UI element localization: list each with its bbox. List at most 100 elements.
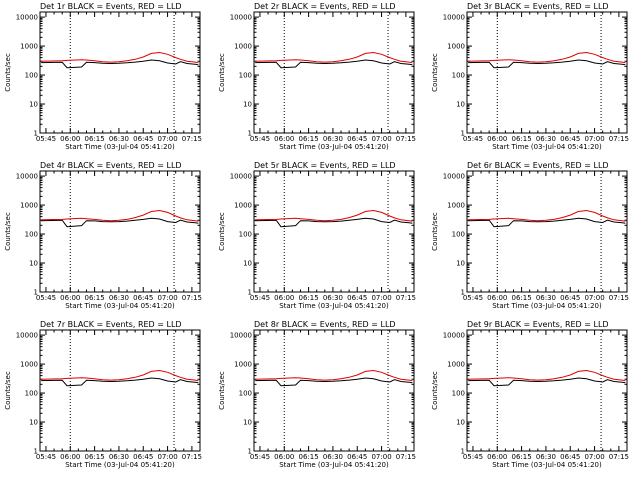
y-axis-label: Counts/sec bbox=[218, 212, 226, 251]
y-tick-label: 10000 bbox=[230, 173, 252, 181]
x-tick-label: 06:15 bbox=[512, 135, 532, 143]
y-tick-label: 1 bbox=[34, 289, 38, 297]
x-tick-label: 06:30 bbox=[323, 294, 343, 302]
y-tick-label: 100 bbox=[25, 390, 38, 398]
y-tick-label: 10000 bbox=[16, 173, 38, 181]
events-series-line bbox=[468, 377, 626, 387]
y-tick-label: 10 bbox=[243, 101, 252, 109]
lld-series-line bbox=[255, 369, 413, 382]
x-tick-label: 06:30 bbox=[109, 135, 129, 143]
y-tick-label: 1000 bbox=[447, 361, 465, 369]
y-tick-label: 1 bbox=[248, 448, 252, 456]
y-tick-label: 10 bbox=[456, 419, 465, 427]
x-tick-label: 06:00 bbox=[274, 453, 294, 461]
panel-title: Det 4r BLACK = Events, RED = LLD bbox=[40, 161, 182, 170]
panel-title: Det 2r BLACK = Events, RED = LLD bbox=[254, 2, 396, 11]
x-axis-label: Start Time (03-Jul-04 05:41:20) bbox=[492, 302, 602, 310]
x-tick-label: 06:45 bbox=[133, 135, 153, 143]
y-tick-label: 1000 bbox=[20, 361, 38, 369]
x-tick-label: 07:15 bbox=[396, 135, 416, 143]
y-axis-label: Counts/sec bbox=[431, 371, 439, 410]
y-tick-label: 100 bbox=[25, 72, 38, 80]
events-series-line bbox=[468, 217, 626, 228]
x-axis-label: Start Time (03-Jul-04 05:41:20) bbox=[279, 143, 389, 151]
x-tick-label: 06:30 bbox=[109, 453, 129, 461]
x-tick-label: 06:45 bbox=[560, 453, 580, 461]
chart-panel-7: Det 7r BLACK = Events, RED = LLD 1 10 100 10… bbox=[4, 320, 202, 469]
x-tick-label: 07:00 bbox=[157, 294, 177, 302]
lld-series-line bbox=[41, 369, 199, 382]
plot-frame bbox=[253, 11, 415, 134]
y-tick-label: 10 bbox=[29, 260, 38, 268]
y-axis-label: Counts/sec bbox=[431, 212, 439, 251]
x-tick-label: 06:15 bbox=[299, 135, 319, 143]
lld-series-line bbox=[255, 209, 413, 222]
y-tick-label: 1000 bbox=[20, 43, 38, 51]
lld-series-line bbox=[468, 369, 626, 382]
y-tick-label: 100 bbox=[452, 390, 465, 398]
panel-title: Det 6r BLACK = Events, RED = LLD bbox=[467, 161, 609, 170]
x-tick-label: 06:00 bbox=[60, 294, 80, 302]
plot-frame bbox=[253, 170, 415, 293]
events-series-line bbox=[255, 217, 413, 228]
y-tick-label: 10000 bbox=[443, 332, 465, 340]
x-tick-label: 07:15 bbox=[609, 453, 629, 461]
x-tick-label: 06:00 bbox=[274, 294, 294, 302]
plot-frame bbox=[39, 170, 201, 293]
chart-panel-4: Det 4r BLACK = Events, RED = LLD 1 10 100 10… bbox=[4, 161, 202, 310]
x-tick-label: 06:15 bbox=[512, 294, 532, 302]
x-tick-label: 06:15 bbox=[299, 294, 319, 302]
y-tick-label: 1000 bbox=[447, 202, 465, 210]
x-tick-label: 07:00 bbox=[157, 135, 177, 143]
y-axis-label: Counts/sec bbox=[218, 53, 226, 92]
x-tick-label: 06:45 bbox=[347, 294, 367, 302]
x-tick-label: 07:00 bbox=[371, 453, 391, 461]
x-axis-label: Start Time (03-Jul-04 05:41:20) bbox=[279, 461, 389, 469]
y-tick-label: 10000 bbox=[443, 14, 465, 22]
x-tick-label: 06:15 bbox=[85, 294, 105, 302]
chart-panel-2: Det 2r BLACK = Events, RED = LLD 1 10 100 10… bbox=[218, 2, 416, 151]
x-tick-label: 06:30 bbox=[109, 294, 129, 302]
y-tick-label: 1000 bbox=[234, 202, 252, 210]
y-axis-label: Counts/sec bbox=[431, 53, 439, 92]
x-tick-label: 07:15 bbox=[396, 294, 416, 302]
x-tick-label: 06:45 bbox=[133, 294, 153, 302]
x-tick-label: 06:15 bbox=[85, 135, 105, 143]
x-tick-label: 06:30 bbox=[323, 453, 343, 461]
x-tick-label: 07:15 bbox=[182, 135, 202, 143]
x-tick-label: 06:45 bbox=[133, 453, 153, 461]
y-axis-label: Counts/sec bbox=[4, 371, 12, 410]
y-tick-label: 100 bbox=[239, 72, 252, 80]
lld-series-line bbox=[255, 51, 413, 64]
plot-frame bbox=[253, 329, 415, 452]
y-tick-label: 1 bbox=[461, 130, 465, 138]
x-axis-label: Start Time (03-Jul-04 05:41:20) bbox=[65, 302, 175, 310]
x-tick-label: 06:30 bbox=[536, 135, 556, 143]
x-tick-label: 06:15 bbox=[85, 453, 105, 461]
x-tick-label: 06:00 bbox=[60, 135, 80, 143]
y-tick-label: 1000 bbox=[447, 43, 465, 51]
x-axis-label: Start Time (03-Jul-04 05:41:20) bbox=[492, 143, 602, 151]
x-axis-label: Start Time (03-Jul-04 05:41:20) bbox=[65, 143, 175, 151]
chart-panel-9: Det 9r BLACK = Events, RED = LLD 1 10 100 10… bbox=[431, 320, 629, 469]
events-series-line bbox=[468, 59, 626, 69]
y-tick-label: 10 bbox=[29, 419, 38, 427]
y-tick-label: 1 bbox=[248, 130, 252, 138]
chart-panel-5: Det 5r BLACK = Events, RED = LLD 1 10 100 10… bbox=[218, 161, 416, 310]
x-tick-label: 07:15 bbox=[396, 453, 416, 461]
chart-panel-1: Det 1r BLACK = Events, RED = LLD 1 10 100 10… bbox=[4, 2, 202, 151]
panel-title: Det 5r BLACK = Events, RED = LLD bbox=[254, 161, 396, 170]
x-tick-label: 07:00 bbox=[584, 453, 604, 461]
x-tick-label: 05:45 bbox=[36, 135, 56, 143]
x-tick-label: 06:45 bbox=[560, 135, 580, 143]
panel-title: Det 9r BLACK = Events, RED = LLD bbox=[467, 320, 609, 329]
x-tick-label: 05:45 bbox=[36, 294, 56, 302]
y-tick-label: 100 bbox=[239, 390, 252, 398]
x-tick-label: 05:45 bbox=[463, 294, 483, 302]
plot-frame bbox=[39, 11, 201, 134]
x-tick-label: 05:45 bbox=[250, 294, 270, 302]
x-tick-label: 07:00 bbox=[584, 294, 604, 302]
panel-title: Det 8r BLACK = Events, RED = LLD bbox=[254, 320, 396, 329]
y-tick-label: 1 bbox=[461, 448, 465, 456]
